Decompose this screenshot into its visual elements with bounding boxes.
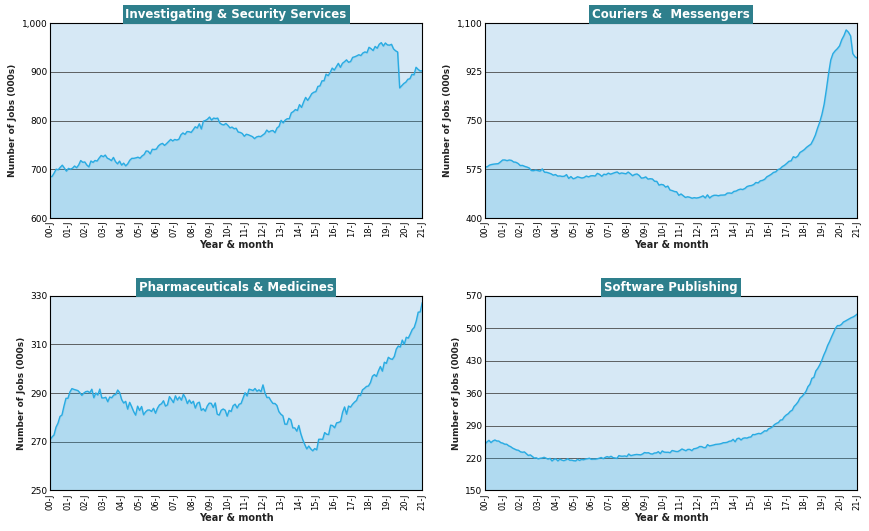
Y-axis label: Number of Jobs (000s): Number of Jobs (000s) (17, 337, 26, 450)
Y-axis label: Number of Jobs (000s): Number of Jobs (000s) (9, 64, 17, 177)
Text: Software Publishing: Software Publishing (604, 281, 737, 294)
Y-axis label: Number of Jobs (000s): Number of Jobs (000s) (443, 64, 452, 177)
Text: Couriers &  Messengers: Couriers & Messengers (592, 8, 749, 21)
X-axis label: Year & month: Year & month (633, 240, 707, 250)
X-axis label: Year & month: Year & month (633, 512, 707, 523)
X-axis label: Year & month: Year & month (198, 512, 273, 523)
Text: Investigating & Security Services: Investigating & Security Services (125, 8, 347, 21)
X-axis label: Year & month: Year & month (198, 240, 273, 250)
Text: Pharmaceuticals & Medicines: Pharmaceuticals & Medicines (138, 281, 333, 294)
Y-axis label: Number of Jobs (000s): Number of Jobs (000s) (451, 337, 461, 450)
